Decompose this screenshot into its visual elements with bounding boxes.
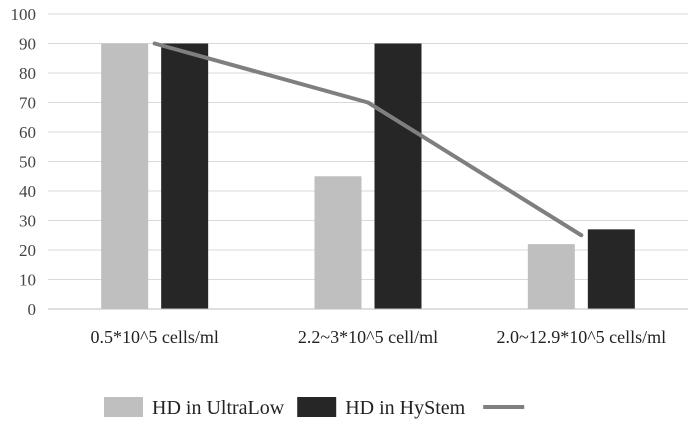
y-tick-label: 10	[19, 271, 36, 290]
y-tick-label: 90	[19, 35, 36, 54]
legend-swatch	[297, 397, 337, 417]
x-axis-category-labels: 0.5*10^5 cells/ml 2.2~3*10^5 cell/ml 2.0~1…	[90, 327, 666, 347]
x-category-label: 2.0~12.9*10^5 cells/ml	[496, 327, 666, 347]
series-line	[152, 41, 584, 238]
y-tick-label: 30	[19, 212, 36, 231]
y-tick-label: 60	[19, 123, 36, 142]
legend-label: HD in UltraLow	[152, 397, 285, 419]
legend: HD in UltraLow HD in HyStem	[104, 397, 525, 419]
legend-label: HD in HyStem	[345, 397, 465, 419]
series-lines	[152, 41, 584, 238]
y-tick-label: 20	[19, 241, 36, 260]
y-tick-label: 70	[19, 94, 36, 113]
x-category-label: 2.2~3*10^5 cell/ml	[298, 327, 438, 347]
y-tick-label: 80	[19, 64, 36, 83]
y-tick-label: 100	[11, 5, 37, 24]
y-axis-tick-labels: 0 10 20 30 40 50 60 70 80 90 100	[11, 5, 37, 319]
y-tick-label: 40	[19, 182, 36, 201]
gridlines	[48, 13, 688, 280]
y-tick-label: 0	[28, 300, 37, 319]
bar	[161, 43, 209, 309]
y-tick-label: 50	[19, 153, 36, 172]
bar	[527, 244, 575, 309]
x-category-label: 0.5*10^5 cells/ml	[90, 327, 218, 347]
bar	[314, 176, 362, 309]
legend-swatch	[104, 397, 143, 417]
bar	[587, 229, 635, 309]
bar	[374, 43, 422, 309]
bar	[101, 43, 149, 309]
bars	[101, 43, 635, 309]
